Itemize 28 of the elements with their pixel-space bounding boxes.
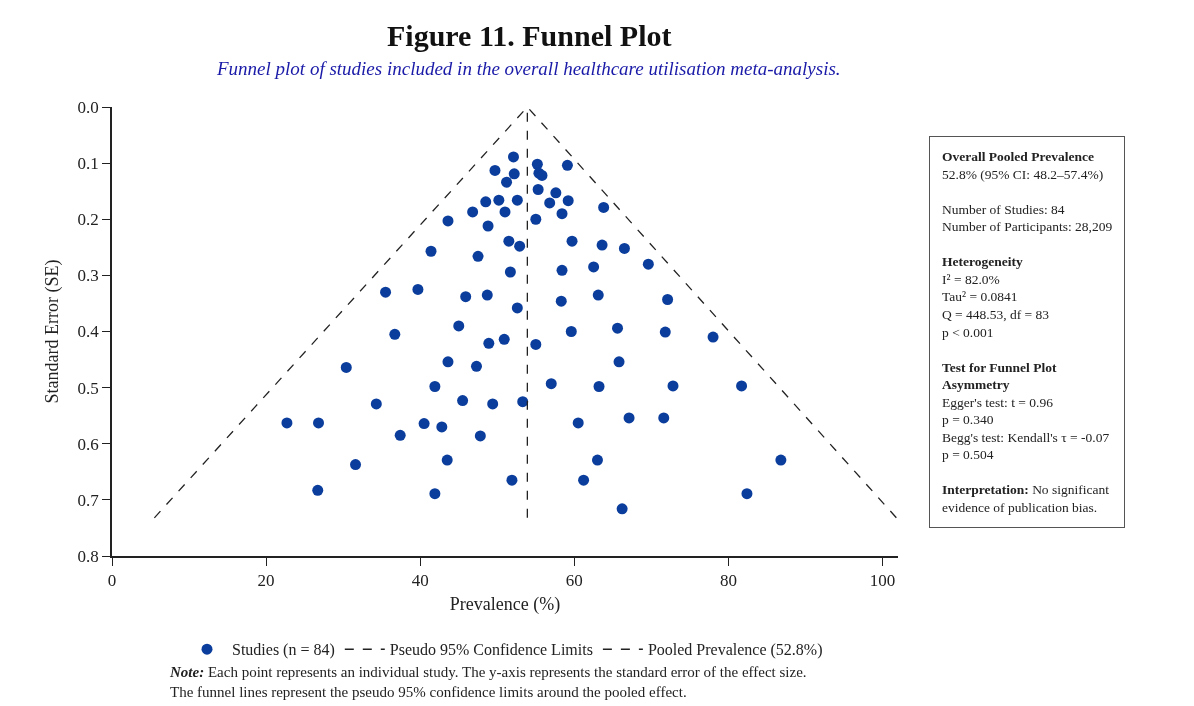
chart-subtitle: Funnel plot of studies included in the overall healthcare utilisation meta-analysis. [216, 58, 841, 79]
y-tick-label: 0.0 [77, 97, 99, 117]
y-tick-label: 0.4 [77, 322, 100, 342]
y-tick-label: 0.8 [77, 546, 99, 566]
text: Test for Funnel Plot Asymmetry Egger's test: t = 0.96 p = 0.340 Begg's test: Kendall's τ = -0.07 p = 0.504 [942, 359, 1110, 463]
y-tick-label: 0.5 [77, 378, 99, 398]
text: Overall Pooled Prevalence 52.8% (95% CI: 48.2–57.4%) [942, 149, 1104, 182]
x-tick-label: 60 [565, 571, 583, 591]
legend-label: Pseudo 95% Confidence Limits [389, 641, 593, 659]
y-tick-label: 0.6 [77, 434, 99, 454]
y-tick-label: 0.7 [77, 490, 100, 510]
y-tick-label: 0.2 [77, 210, 99, 230]
x-axis-title: Prevalence (%) [449, 593, 561, 615]
x-tick-label: 40 [411, 571, 429, 591]
text: Heterogeneity I² = 82.0% Tau² = 0.0841 Q = 448.53, df = 83 p < 0.001 [942, 254, 1050, 340]
y-tick-label: 0.1 [77, 154, 99, 174]
y-axis-title: Standard Error (SE) [42, 259, 64, 404]
legend-label: Studies (n = 84) [232, 641, 335, 660]
x-tick-label: 80 [719, 571, 737, 591]
y-tick-label: 0.3 [77, 266, 99, 286]
legend-label: Pooled Prevalence (52.8%) [647, 641, 823, 660]
text: Interpretation: No significant evidence of publication bias. [942, 482, 1110, 515]
x-tick-label: 0 [107, 571, 117, 591]
x-tick-label: 20 [257, 571, 275, 591]
text: Number of Studies: 84 Number of Participants: 28,209 [942, 201, 1113, 235]
text: Note: Each point represents an individual study. The y-axis represents the standard error of the effect size. The funnel lines represent the pseudo 95% confidence limits around the pooled effect. [169, 664, 807, 700]
x-tick-label: 100 [869, 571, 896, 591]
chart-title: Figure 11. Funnel Plot [387, 19, 672, 52]
